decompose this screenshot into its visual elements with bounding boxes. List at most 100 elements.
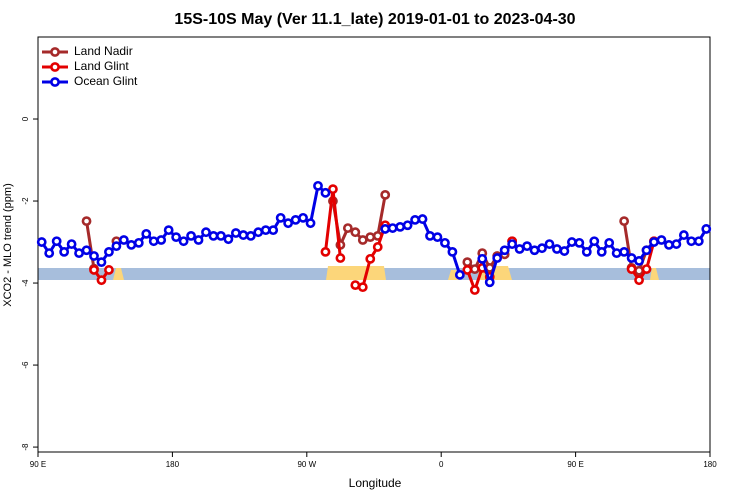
legend-label: Land Glint	[74, 59, 129, 73]
data-point	[447, 246, 458, 257]
data-point	[634, 275, 644, 286]
data-point	[357, 235, 368, 245]
data-point	[611, 248, 622, 259]
legend-label: Land Nadir	[74, 44, 133, 58]
data-point	[81, 245, 92, 256]
y-tick-label: 0	[21, 116, 30, 121]
data-point	[574, 237, 585, 248]
data-point	[320, 246, 331, 257]
data-point	[89, 251, 99, 261]
data-point	[148, 236, 159, 247]
data-point	[260, 225, 271, 236]
data-point	[469, 264, 480, 275]
data-point	[178, 236, 189, 247]
data-point	[283, 218, 294, 229]
data-point	[313, 180, 323, 191]
data-point	[335, 253, 346, 263]
data-point	[350, 280, 361, 290]
x-tick-label: 180	[703, 460, 717, 469]
data-point	[649, 237, 659, 247]
legend-marker	[50, 77, 60, 87]
data-point	[552, 244, 562, 254]
data-point	[544, 239, 555, 249]
data-point	[126, 240, 137, 250]
data-point	[350, 227, 361, 238]
data-point	[484, 277, 495, 288]
data-point	[208, 230, 219, 241]
data-point	[492, 253, 503, 263]
data-point	[193, 235, 204, 245]
data-point	[290, 214, 301, 225]
y-tick-label: -8	[21, 443, 30, 451]
data-point	[462, 265, 473, 275]
data-point	[596, 246, 607, 257]
data-point	[275, 212, 286, 223]
data-point	[664, 240, 674, 250]
data-point	[469, 285, 480, 295]
data-point	[641, 245, 652, 256]
surface-mask	[38, 266, 710, 280]
data-point	[74, 248, 84, 259]
x-tick-label: 90 E	[30, 460, 46, 469]
data-point	[537, 243, 547, 254]
data-point	[559, 246, 570, 256]
data-point	[604, 237, 615, 248]
data-point	[245, 230, 256, 241]
data-point	[201, 227, 211, 238]
x-tick-label: 180	[166, 460, 180, 469]
data-point	[328, 184, 338, 195]
y-tick-label: -2	[21, 197, 30, 205]
y-axis-label: XCO2 - MLO trend (ppm)	[2, 183, 14, 306]
data-point	[410, 214, 420, 225]
data-point	[619, 216, 630, 227]
data-point	[634, 265, 644, 276]
data-point	[462, 257, 473, 268]
data-point	[589, 236, 600, 247]
data-point	[253, 227, 264, 238]
series-line	[85, 194, 656, 273]
y-tick-label: -6	[21, 361, 30, 369]
data-point	[89, 265, 99, 275]
data-point	[514, 244, 525, 254]
data-point	[133, 237, 144, 248]
data-point	[230, 228, 241, 238]
data-point	[686, 236, 697, 247]
data-point	[529, 245, 540, 256]
data-point	[581, 246, 592, 257]
data-point	[626, 264, 637, 275]
data-point	[268, 225, 279, 236]
data-point	[671, 239, 682, 249]
data-point	[387, 223, 398, 233]
legend-label: Ocean Glint	[74, 74, 138, 88]
data-point	[96, 257, 107, 268]
data-point	[626, 253, 637, 263]
data-point	[693, 236, 704, 247]
data-point	[380, 189, 391, 200]
data-point	[59, 246, 70, 257]
data-point	[238, 230, 249, 240]
data-point	[342, 223, 353, 233]
x-tick-label: 0	[439, 460, 444, 469]
data-point	[656, 235, 667, 245]
data-point	[111, 241, 122, 252]
data-point	[104, 265, 114, 275]
data-point	[701, 224, 712, 234]
data-point	[96, 275, 107, 286]
data-point	[320, 187, 331, 198]
data-point	[432, 232, 443, 243]
data-point	[634, 256, 644, 266]
data-point	[440, 237, 450, 248]
data-point	[104, 246, 114, 257]
data-point	[402, 220, 413, 231]
data-point	[36, 237, 47, 247]
data-point	[44, 248, 55, 259]
data-point	[357, 282, 368, 293]
data-point	[141, 228, 152, 239]
data-point	[454, 269, 465, 280]
x-tick-label: 90 E	[567, 460, 583, 469]
data-point	[425, 230, 435, 241]
data-point	[365, 232, 376, 243]
data-point	[566, 237, 577, 247]
